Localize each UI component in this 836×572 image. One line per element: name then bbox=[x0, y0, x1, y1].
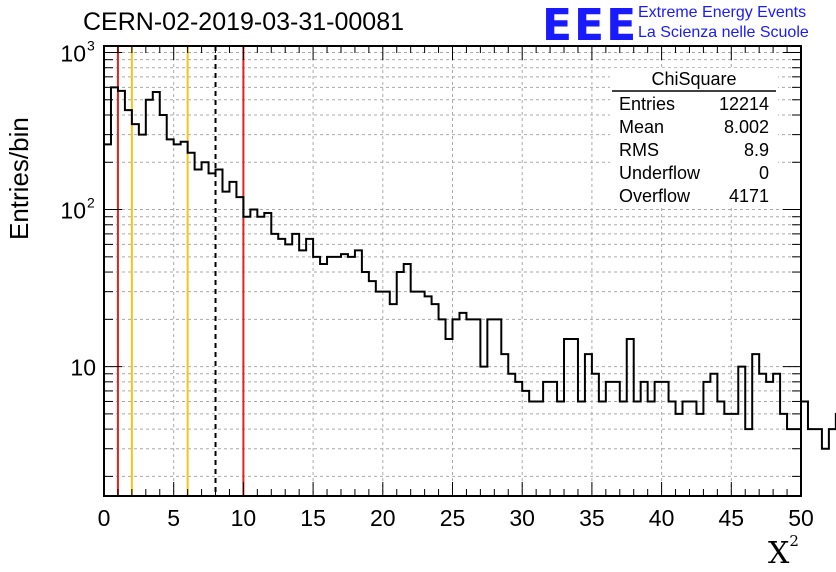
x-tick-label: 35 bbox=[579, 505, 605, 531]
y-tick-label: 10 bbox=[60, 198, 86, 224]
logo-caption: Extreme Energy Events La Scienza nelle S… bbox=[638, 3, 809, 43]
stats-label: Mean bbox=[619, 117, 664, 137]
histogram-series bbox=[103, 86, 836, 496]
stats-box: ChiSquare Entries 12214 Mean 8.002 RMS 8.9 Unde… bbox=[610, 68, 778, 208]
x-axis-label: X2 bbox=[768, 532, 799, 571]
x-tick-label: 15 bbox=[300, 505, 326, 531]
eee-logo: EEE bbox=[542, 0, 639, 51]
stats-title: ChiSquare bbox=[651, 69, 736, 89]
stats-label: Entries bbox=[619, 94, 675, 114]
stats-value: 12214 bbox=[719, 94, 769, 114]
x-tick-label: 45 bbox=[719, 505, 745, 531]
x-tick-label: 20 bbox=[370, 505, 396, 531]
x-tick-label: 5 bbox=[167, 505, 180, 531]
stats-label: RMS bbox=[619, 140, 659, 160]
stats-label: Overflow bbox=[619, 186, 691, 206]
y-tick-label: 10 bbox=[70, 355, 96, 381]
x-tick-label: 0 bbox=[98, 505, 111, 531]
logo-caption-line1: Extreme Energy Events bbox=[638, 4, 807, 21]
stats-value: 8.002 bbox=[724, 117, 769, 137]
x-tick-label: 50 bbox=[788, 505, 814, 531]
x-tick-label: 25 bbox=[440, 505, 466, 531]
marker-lines bbox=[116, 46, 245, 496]
x-tick-label: 40 bbox=[649, 505, 675, 531]
logo-caption-line2: La Scienza nelle Scuole bbox=[638, 24, 809, 41]
x-tick-label: 10 bbox=[231, 505, 257, 531]
chart-title: CERN-02-2019-03-31-00081 bbox=[83, 8, 405, 36]
y-tick-exponent: 3 bbox=[87, 38, 95, 54]
y-tick-label: 10 bbox=[60, 41, 86, 67]
stats-value: 0 bbox=[759, 163, 769, 183]
stats-value: 8.9 bbox=[744, 140, 769, 160]
stats-value: 4171 bbox=[729, 186, 769, 206]
x-tick-label: 30 bbox=[509, 505, 535, 531]
stats-label: Underflow bbox=[619, 163, 701, 183]
y-tick-exponent: 2 bbox=[87, 195, 95, 211]
